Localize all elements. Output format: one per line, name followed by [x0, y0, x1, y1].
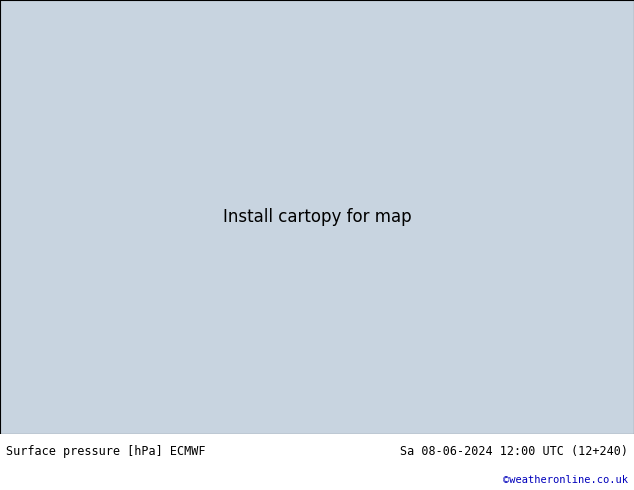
- Text: ©weatheronline.co.uk: ©weatheronline.co.uk: [503, 475, 628, 485]
- Text: Install cartopy for map: Install cartopy for map: [223, 208, 411, 226]
- Text: Surface pressure [hPa] ECMWF: Surface pressure [hPa] ECMWF: [6, 445, 206, 458]
- Text: Sa 08-06-2024 12:00 UTC (12+240): Sa 08-06-2024 12:00 UTC (12+240): [399, 445, 628, 458]
